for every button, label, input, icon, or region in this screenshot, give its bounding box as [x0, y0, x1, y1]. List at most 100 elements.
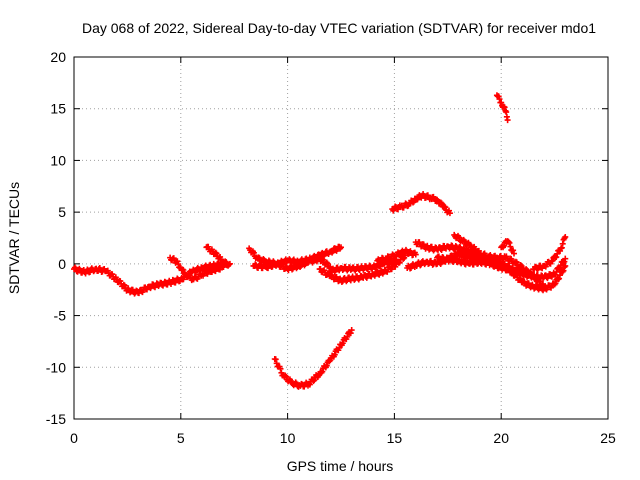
data-point-trail	[339, 340, 346, 347]
data-point-trail	[517, 261, 524, 268]
data-point-trail	[554, 250, 561, 257]
data-point-trail	[513, 259, 520, 266]
y-tick-label: 5	[58, 204, 66, 220]
data-point-trail	[536, 278, 543, 285]
data-point-trail	[287, 378, 294, 385]
y-tick-label: 20	[50, 49, 66, 65]
x-tick-label: 20	[493, 430, 509, 446]
data-point-trail	[445, 208, 452, 215]
x-axis-label: GPS time / hours	[287, 458, 394, 474]
data-point-trail	[518, 263, 525, 270]
data-point-trail	[506, 239, 513, 246]
data-point-trail	[524, 267, 531, 274]
series-track-5	[250, 254, 334, 274]
data-point-trail	[497, 99, 504, 106]
x-tick-label: 5	[177, 430, 185, 446]
data-point-trail	[553, 254, 560, 261]
data-points	[71, 92, 569, 390]
data-point-trail	[297, 263, 304, 270]
data-point-trail	[557, 248, 564, 255]
series-track-2	[167, 254, 227, 284]
data-point-trail	[548, 258, 555, 265]
x-tick-label: 0	[70, 430, 78, 446]
data-point-trail	[451, 255, 458, 262]
data-point-trail	[561, 235, 568, 242]
x-tick-label: 15	[387, 430, 403, 446]
data-point-trail	[223, 262, 230, 269]
series-track-14	[493, 92, 511, 124]
data-point-trail	[529, 281, 536, 288]
data-point-trail	[331, 351, 338, 358]
y-axis-label: SDTVAR / TECUs	[6, 182, 22, 294]
series-track-9	[389, 190, 453, 217]
data-point-trail	[320, 256, 327, 263]
y-tick-label: 10	[50, 152, 66, 168]
data-point-trail	[222, 258, 229, 265]
y-axis-ticks: -15 -10 -5 0 5 10 15 20	[46, 49, 608, 427]
data-point-trail	[272, 356, 279, 363]
data-point-trail	[208, 246, 215, 253]
grid-lines	[74, 57, 608, 419]
data-point-trail	[532, 273, 539, 280]
data-point-trail	[326, 358, 333, 365]
data-point-trail	[112, 274, 119, 281]
plot-frame	[73, 56, 609, 420]
data-point-trail	[223, 259, 230, 266]
data-point-trail	[273, 360, 280, 367]
data-point-trail	[347, 330, 354, 337]
data-point-trail	[71, 264, 78, 271]
y-tick-label: -5	[54, 308, 67, 324]
data-point-trail	[260, 255, 267, 262]
chart-title: Day 068 of 2022, Sidereal Day-to-day VTE…	[82, 20, 596, 36]
data-point-trail	[250, 249, 257, 256]
data-point-trail	[283, 373, 290, 380]
data-point-trail	[437, 199, 444, 206]
data-point-trail	[175, 261, 182, 268]
data-point-trail	[277, 365, 284, 372]
data-point-trail	[460, 245, 467, 252]
data-point-trail	[315, 254, 322, 261]
x-tick-label: 10	[280, 430, 296, 446]
data-point-trail	[552, 280, 559, 287]
data-point-trail	[410, 199, 417, 206]
data-point-trail	[507, 243, 514, 250]
data-point-trail	[306, 381, 313, 388]
data-point-trail	[559, 268, 566, 275]
data-point-trail	[500, 242, 507, 249]
data-point-trail	[344, 333, 351, 340]
data-point-trail	[561, 264, 568, 271]
data-point	[562, 262, 569, 269]
data-point-trail	[459, 257, 466, 264]
data-point-trail	[561, 258, 568, 265]
data-point-trail	[180, 266, 187, 273]
data-point-trail	[560, 267, 567, 274]
x-axis-ticks: 0 5 10 15 20 25	[70, 57, 616, 446]
data-point-trail	[319, 368, 326, 375]
data-point-trail	[417, 262, 424, 269]
data-point-trail	[337, 245, 344, 252]
series-track-1	[71, 259, 233, 297]
data-point-trail	[323, 362, 330, 369]
data-point-trail	[323, 259, 330, 266]
data-point-trail	[446, 207, 453, 214]
data-point-trail	[292, 379, 299, 386]
data-point-trail	[558, 244, 565, 251]
data-point-trail	[121, 282, 128, 289]
data-point-trail	[540, 280, 547, 287]
series-track-17	[374, 246, 419, 265]
series-track-12	[434, 253, 569, 294]
data-point-trail	[217, 253, 224, 260]
data-point-trail	[559, 240, 566, 247]
data-point-trail	[501, 104, 508, 111]
series-track-13	[451, 231, 547, 290]
data-point-trail	[510, 247, 517, 254]
series-track-3	[203, 243, 231, 269]
data-point-trail	[452, 243, 459, 250]
data-point-trail	[174, 258, 181, 265]
data-point-trail	[442, 204, 449, 211]
y-tick-label: -10	[46, 359, 66, 375]
data-point-trail	[311, 377, 318, 384]
x-tick-label: 25	[600, 430, 616, 446]
data-point-trail	[282, 372, 289, 379]
data-point-trail	[219, 263, 226, 270]
